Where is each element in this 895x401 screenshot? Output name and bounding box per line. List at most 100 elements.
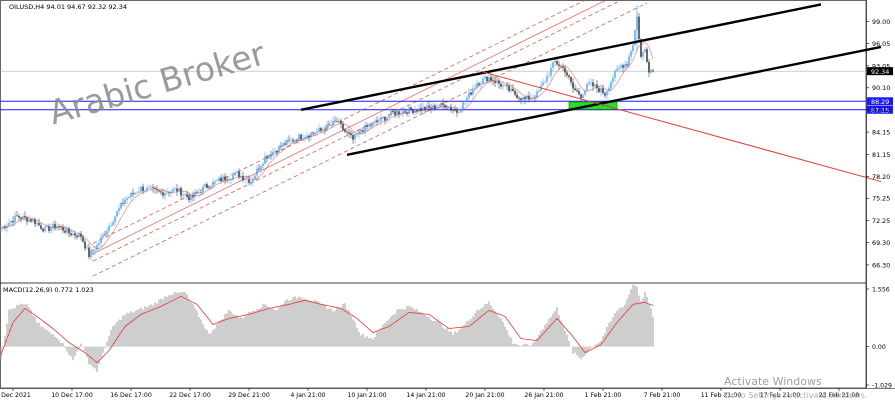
- candle: [256, 165, 258, 181]
- candle: [378, 116, 380, 123]
- macd-axis[interactable]: 1.556 0.00 -1.029: [866, 286, 892, 389]
- candle: [508, 82, 510, 93]
- time-tick-label: 10 Dec 17:00: [51, 392, 93, 399]
- regression-channel[interactable]: [92, 0, 648, 277]
- candle: [332, 116, 334, 129]
- candle-series: [0, 5, 654, 261]
- candle: [328, 120, 330, 127]
- candle: [366, 122, 368, 131]
- candle: [436, 103, 438, 111]
- time-tick-label: 1 Feb 21:00: [585, 392, 622, 399]
- candle: [180, 185, 182, 200]
- candle: [410, 106, 412, 111]
- candle: [84, 238, 86, 251]
- candle: [284, 140, 286, 146]
- candle: [22, 213, 24, 221]
- candle: [404, 108, 406, 115]
- windows-activation-notice: Activate Windows Go to Settings to activ…: [724, 375, 867, 400]
- candle: [318, 123, 320, 133]
- candle: [128, 195, 130, 200]
- candle: [642, 50, 644, 61]
- candle: [122, 198, 124, 206]
- time-tick-label: 23 Feb 21:00: [819, 392, 860, 399]
- candle: [418, 104, 420, 114]
- time-tick-label: 14 Jan 21:00: [406, 392, 445, 399]
- candle: [354, 131, 356, 144]
- macd-pane[interactable]: MACD(12,26,9) 0.772 1.023: [0, 284, 654, 372]
- trend-line-1[interactable]: [346, 45, 882, 156]
- candle: [116, 209, 118, 218]
- channel-line-3[interactable]: [92, 0, 647, 255]
- time-tick-label: 26 Jan 21:00: [524, 392, 563, 399]
- candle: [316, 127, 318, 136]
- candle: [280, 141, 282, 151]
- candle: [334, 116, 336, 123]
- candle: [184, 192, 186, 197]
- candle: [194, 188, 196, 201]
- candle: [606, 89, 608, 100]
- candle: [560, 64, 562, 68]
- candle: [484, 72, 486, 81]
- trend-lines[interactable]: [300, 3, 882, 183]
- candle: [170, 189, 172, 198]
- candle: [572, 78, 574, 93]
- candle: [578, 87, 580, 96]
- candle: [54, 220, 56, 231]
- candle: [104, 230, 106, 237]
- candle: [330, 120, 332, 129]
- candle: [568, 74, 570, 80]
- candle: [222, 173, 224, 183]
- price-tick-label: 96.05: [872, 40, 890, 48]
- red-trend-line-2[interactable]: [480, 70, 882, 183]
- time-tick-label: 17 Feb 21:00: [760, 392, 801, 399]
- moving-average: [0, 42, 654, 250]
- candle: [506, 81, 508, 90]
- candle: [466, 95, 468, 106]
- channel-line-1[interactable]: [92, 0, 647, 262]
- candle: [476, 79, 478, 91]
- candle: [644, 47, 646, 53]
- candle: [490, 73, 492, 84]
- candle: [208, 185, 210, 190]
- candle: [612, 74, 614, 86]
- candle: [262, 161, 264, 170]
- candle: [532, 94, 534, 103]
- candle: [214, 179, 216, 186]
- time-tick-label: 29 Dec 21:00: [228, 392, 270, 399]
- candle: [434, 103, 436, 111]
- price-tick-label: 90.10: [872, 84, 890, 92]
- candle: [108, 222, 110, 234]
- candle: [174, 186, 176, 192]
- time-tick-label: 11 Feb 21:00: [701, 392, 742, 399]
- candle: [486, 75, 488, 84]
- candle: [454, 105, 456, 112]
- candle: [638, 13, 640, 43]
- candle: [74, 230, 76, 240]
- candle: [264, 151, 266, 165]
- time-axis[interactable]: 6 Dec 2021 10 Dec 17:00 16 Dec 17:00 22 Dec…: [0, 388, 895, 399]
- candle: [362, 127, 364, 134]
- candle: [550, 63, 552, 80]
- candle: [474, 83, 476, 92]
- price-tick-label: 78.20: [872, 173, 890, 181]
- candle: [98, 240, 100, 250]
- candle: [504, 83, 506, 87]
- candle: [526, 93, 528, 103]
- time-tick-label: 4 Jan 21:00: [290, 392, 325, 399]
- candle: [34, 217, 36, 227]
- trend-line-0[interactable]: [300, 3, 822, 111]
- candle: [384, 116, 386, 125]
- candle: [202, 183, 204, 195]
- signal-line: [0, 295, 654, 364]
- candle: [630, 49, 632, 62]
- candle: [50, 223, 52, 234]
- candle: [320, 126, 322, 133]
- candle: [580, 93, 582, 103]
- channel-line-0[interactable]: [92, 2, 648, 277]
- price-axis[interactable]: 92.3488.2987.1599.0096.0593.0590.1087.15…: [866, 0, 893, 388]
- candle: [132, 188, 134, 198]
- time-tick-label: 16 Dec 17:00: [110, 392, 152, 399]
- channel-line-2[interactable]: [92, 0, 647, 244]
